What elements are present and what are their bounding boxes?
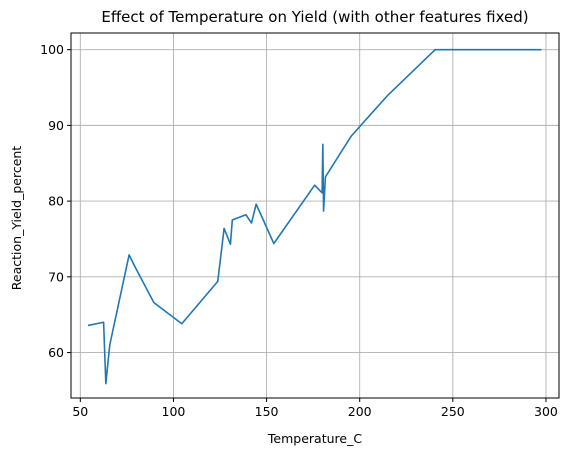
- x-tick-label: 50: [72, 404, 88, 419]
- x-tick-label: 300: [534, 404, 558, 419]
- y-axis-label: Reaction_Yield_percent: [9, 146, 24, 291]
- chart-title: Effect of Temperature on Yield (with oth…: [101, 8, 528, 26]
- x-tick-label: 150: [255, 404, 279, 419]
- x-tick-label: 250: [441, 404, 465, 419]
- grid: [71, 33, 559, 398]
- y-tick-label: 70: [48, 269, 64, 284]
- series-layer: [87, 48, 542, 385]
- x-tick-label: 100: [162, 404, 186, 419]
- x-axis-ticks: 50 100 150 200 250 300: [72, 398, 558, 419]
- y-tick-label: 80: [48, 194, 64, 209]
- y-axis-ticks: 60 70 80 90 100: [40, 42, 71, 360]
- x-axis-label: Temperature_C: [267, 431, 362, 446]
- series-line: [87, 48, 542, 385]
- y-tick-label: 100: [40, 42, 64, 57]
- y-tick-label: 90: [48, 118, 64, 133]
- x-tick-label: 200: [348, 404, 372, 419]
- plot-frame: [70, 32, 560, 399]
- y-tick-label: 60: [48, 345, 64, 360]
